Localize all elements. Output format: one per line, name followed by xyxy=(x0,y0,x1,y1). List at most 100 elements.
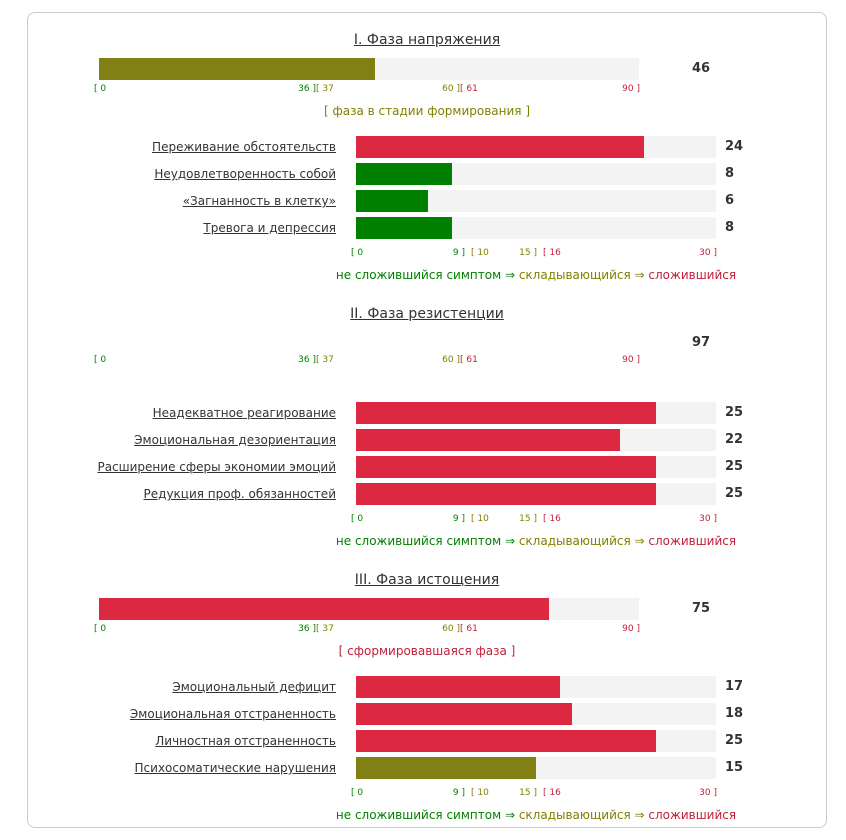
scale-label: [ 16 xyxy=(543,248,561,258)
symptom-value: 24 xyxy=(725,139,744,154)
scale-label: 9 ] xyxy=(452,514,465,524)
symptom-label[interactable]: «Загнанность в клетку» xyxy=(182,194,336,208)
scale-label: 36 ] xyxy=(298,624,316,634)
symptom-value: 18 xyxy=(725,706,744,721)
scale-label: 60 ] xyxy=(442,84,460,94)
symptom-label[interactable]: Личностная отстраненность xyxy=(155,734,336,748)
scale-label: 90 ] xyxy=(622,355,640,365)
symptom-bar xyxy=(356,730,656,752)
scale-label: [ 16 xyxy=(543,514,561,524)
legend-text: не сложившийся симптом xyxy=(335,268,502,282)
symptom-label[interactable]: Неудовлетворенность собой xyxy=(154,167,336,181)
symptom-value: 25 xyxy=(725,733,744,748)
scale-label: 30 ] xyxy=(699,788,717,798)
phase-status: [ сформировавшаяся фаза ] xyxy=(338,644,516,658)
phase-bar xyxy=(99,598,549,620)
scale-label: [ 61 xyxy=(460,84,478,94)
symptom-value: 25 xyxy=(725,459,744,474)
legend-text: сложившийся xyxy=(648,534,737,548)
scale-label: 30 ] xyxy=(699,514,717,524)
legend: не сложившийся симптом ⇒ складывающийся … xyxy=(336,808,736,822)
scale-label: 60 ] xyxy=(442,355,460,365)
phase-value: 75 xyxy=(692,601,711,616)
symptom-bar xyxy=(356,456,656,478)
legend-text: ⇒ xyxy=(501,534,519,548)
scale-label: [ 61 xyxy=(460,624,478,634)
phase-title: III. Фаза истощения xyxy=(354,572,500,588)
legend: не сложившийся симптом ⇒ складывающийся … xyxy=(336,534,736,548)
symptom-value: 8 xyxy=(725,166,735,181)
symptom-bar xyxy=(356,136,644,158)
scale-label: 36 ] xyxy=(298,355,316,365)
symptom-value: 25 xyxy=(725,486,744,501)
scale-label: 36 ] xyxy=(298,84,316,94)
scale-label: [ 10 xyxy=(471,788,489,798)
legend-text: не сложившийся симптом xyxy=(335,808,502,822)
scale-label: 15 ] xyxy=(519,248,537,258)
phase-title: I. Фаза напряжения xyxy=(353,32,501,48)
symptom-bar xyxy=(356,483,656,505)
legend-text: складывающийся xyxy=(518,268,631,282)
symptom-bar xyxy=(356,429,620,451)
legend-text: ⇒ xyxy=(630,808,649,822)
scale-label: [ 37 xyxy=(316,84,334,94)
symptom-label[interactable]: Психосоматические нарушения xyxy=(134,761,336,775)
legend-text: ⇒ xyxy=(501,268,519,282)
scale-label: [ 10 xyxy=(471,514,489,524)
scale-label: [ 10 xyxy=(471,248,489,258)
symptom-value: 17 xyxy=(725,679,744,694)
symptom-bar xyxy=(356,402,656,424)
symptom-bar xyxy=(356,676,560,698)
legend-text: ⇒ xyxy=(630,268,649,282)
scale-label: 60 ] xyxy=(442,624,460,634)
symptom-label[interactable]: Расширение сферы экономии эмоций xyxy=(97,460,336,474)
scale-label: [ 37 xyxy=(316,355,334,365)
symptom-label[interactable]: Переживание обстоятельств xyxy=(152,140,336,154)
symptom-label[interactable]: Эмоциональная дезориентация xyxy=(134,433,336,447)
scale-label: 30 ] xyxy=(699,248,717,258)
scale-label: [ 0 xyxy=(351,788,364,798)
legend-text: ⇒ xyxy=(501,808,519,822)
symptom-bar xyxy=(356,757,536,779)
phase-value: 46 xyxy=(692,61,711,76)
symptom-label[interactable]: Тревога и депрессия xyxy=(203,221,336,235)
scale-label: [ 0 xyxy=(94,355,107,365)
scale-label: [ 61 xyxy=(460,355,478,365)
symptom-label[interactable]: Редукция проф. обязанностей xyxy=(143,487,336,501)
legend-text: не сложившийся симптом xyxy=(335,534,502,548)
symptom-value: 22 xyxy=(725,432,744,447)
phase-title: II. Фаза резистенции xyxy=(350,306,504,322)
symptom-value: 6 xyxy=(725,193,735,208)
symptom-bar xyxy=(356,163,452,185)
scale-label: [ 0 xyxy=(94,84,107,94)
scale-label: [ 0 xyxy=(351,514,364,524)
legend: не сложившийся симптом ⇒ складывающийся … xyxy=(336,268,736,282)
symptom-value: 25 xyxy=(725,405,744,420)
legend-text: складывающийся xyxy=(518,534,631,548)
symptom-bar xyxy=(356,217,452,239)
symptom-value: 8 xyxy=(725,220,735,235)
symptom-value: 15 xyxy=(725,760,744,775)
symptom-bar xyxy=(356,190,428,212)
scale-label: [ 37 xyxy=(316,624,334,634)
symptom-track xyxy=(356,190,716,212)
scale-label: 90 ] xyxy=(622,84,640,94)
symptom-label[interactable]: Эмоциональная отстраненность xyxy=(129,707,336,721)
legend-text: складывающийся xyxy=(518,808,631,822)
scale-label: 9 ] xyxy=(452,788,465,798)
scale-label: 90 ] xyxy=(622,624,640,634)
symptom-bar xyxy=(356,703,572,725)
scale-label: [ 16 xyxy=(543,788,561,798)
scale-label: 15 ] xyxy=(519,514,537,524)
symptom-label[interactable]: Эмоциональный дефицит xyxy=(172,680,336,694)
legend-text: ⇒ xyxy=(630,534,649,548)
panel xyxy=(27,12,827,828)
phase-value: 97 xyxy=(692,335,711,350)
scale-label: [ 0 xyxy=(351,248,364,258)
symptom-label[interactable]: Неадекватное реагирование xyxy=(152,406,336,420)
legend-text: сложившийся xyxy=(648,808,737,822)
legend-text: сложившийся xyxy=(648,268,737,282)
phase-status: [ фаза в стадии формирования ] xyxy=(323,104,531,118)
phase-bar xyxy=(99,58,375,80)
